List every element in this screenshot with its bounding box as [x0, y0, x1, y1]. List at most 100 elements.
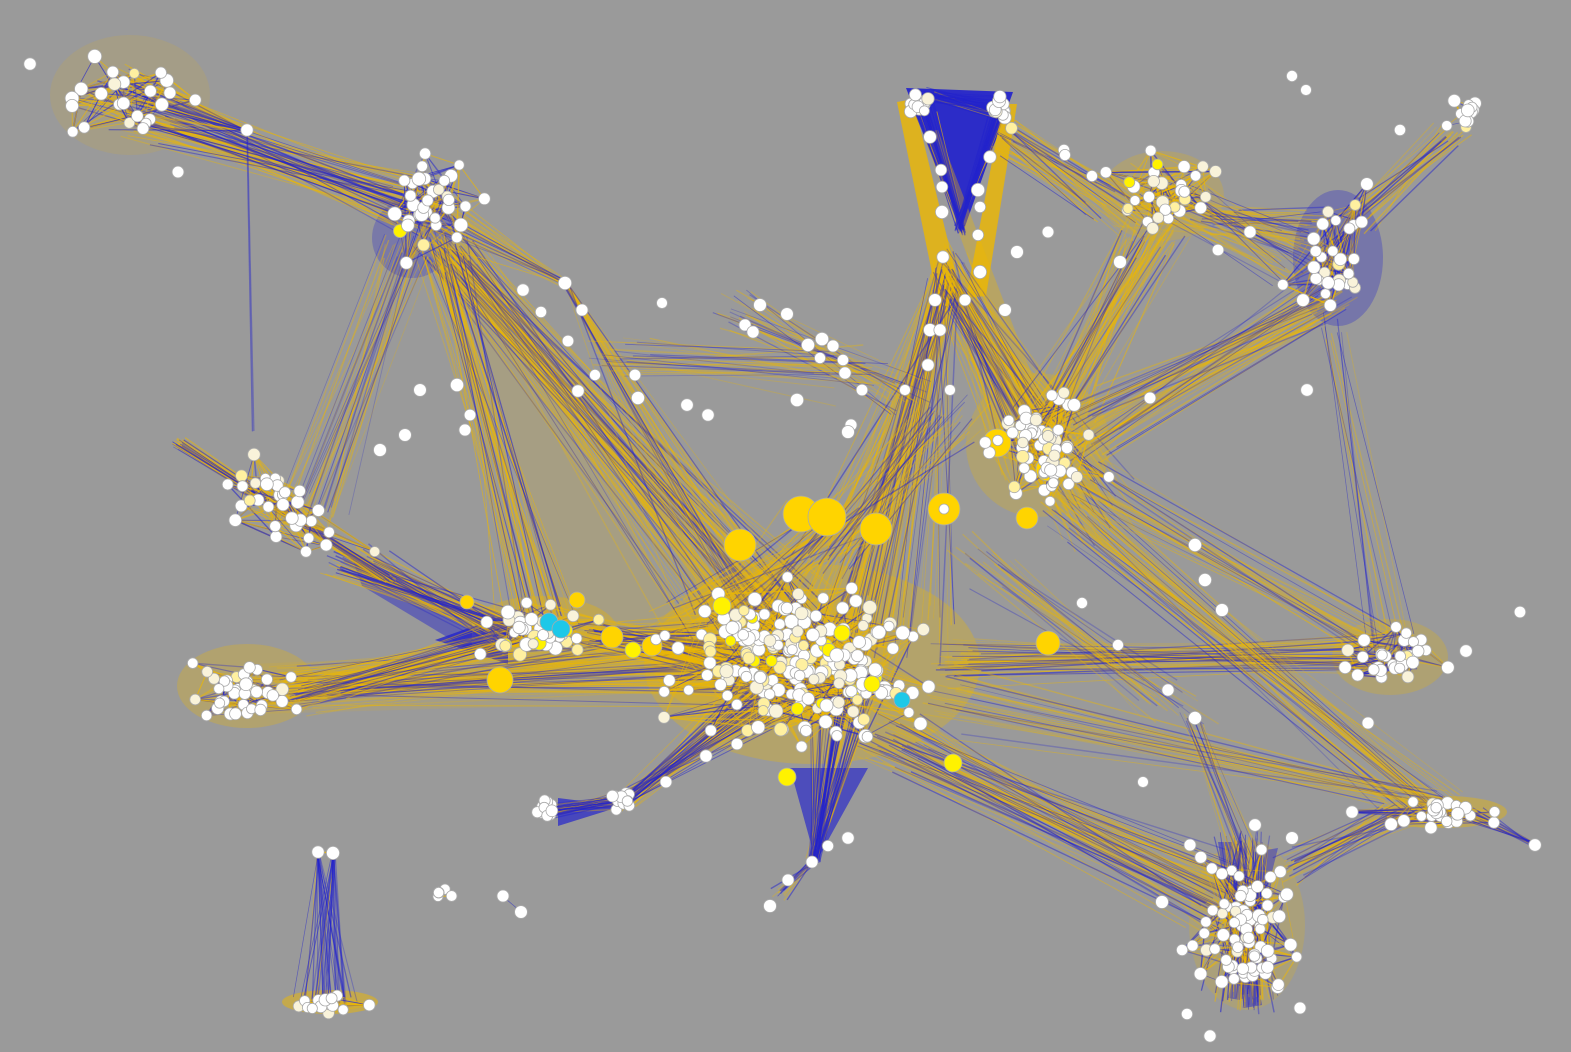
graph-edge [565, 284, 756, 613]
graph-edge [962, 533, 1149, 703]
hub-node-gold[interactable] [859, 512, 893, 546]
graph-edge [1081, 291, 1333, 428]
graph-edge [946, 662, 1385, 677]
graph-edge [945, 237, 1045, 434]
graph-edge [274, 525, 307, 553]
graph-edge [139, 89, 248, 132]
graph-edge [333, 257, 385, 500]
graph-edge [636, 341, 844, 357]
graph-edge [1076, 535, 1412, 807]
graph-edge [857, 296, 933, 621]
graph-edge [967, 650, 1397, 666]
graph-edge [937, 657, 1407, 666]
graph-edge [1321, 228, 1350, 258]
graph-edge [305, 684, 793, 710]
graph-edge [1199, 180, 1311, 258]
graph-edge [952, 639, 1375, 669]
graph-edge [942, 282, 1083, 451]
hub-node-gold[interactable] [486, 666, 514, 694]
graph-edge [1330, 333, 1408, 646]
hub-node-gold[interactable] [568, 591, 586, 609]
hub-node-gold[interactable] [1015, 506, 1039, 530]
graph-edge [450, 235, 736, 622]
graph-edge [565, 280, 719, 632]
graph-edge [1012, 126, 1141, 206]
graph-edge [274, 239, 414, 530]
graph-edge [1209, 230, 1308, 236]
graph-node[interactable] [123, 117, 136, 129]
graph-edge [549, 800, 622, 812]
graph-edge [275, 236, 410, 515]
graph-edge [1200, 204, 1307, 212]
graph-edge [955, 690, 1397, 811]
graph-edge [135, 86, 405, 237]
graph-edge [450, 247, 729, 618]
graph-edge [1063, 473, 1390, 648]
graph-edge [869, 292, 948, 648]
graph-edge [862, 744, 1245, 920]
graph-edge [332, 853, 347, 1007]
graph-edge [305, 624, 516, 696]
graph-edge [1352, 806, 1431, 813]
graph-edge [300, 264, 420, 529]
graph-edge [890, 289, 942, 628]
graph-edge [930, 645, 1377, 665]
graph-edge [343, 559, 486, 638]
graph-edge [939, 293, 1046, 427]
graph-edge [1066, 291, 1301, 446]
graph-edge [976, 654, 1369, 665]
hub-node-gold[interactable] [1035, 630, 1061, 656]
graph-edge [1349, 132, 1440, 226]
graph-edge [1042, 238, 1121, 407]
graph-edge [921, 729, 1245, 921]
graph-edge [910, 296, 957, 632]
graph-edge [412, 245, 765, 619]
graph-edge [1185, 720, 1243, 867]
graph-edge [1070, 300, 1326, 403]
hub-node-gold[interactable] [459, 594, 475, 610]
graph-edge [152, 124, 403, 226]
graph-edge [1208, 211, 1309, 235]
graph-edge [457, 227, 731, 642]
graph-edge [781, 280, 953, 641]
graph-edge [970, 654, 1425, 667]
graph-edge [935, 294, 941, 618]
graph-edge [933, 288, 954, 619]
graph-edge [1116, 320, 1327, 448]
graph-edge [966, 688, 1414, 802]
graph-edge [1008, 135, 1135, 223]
graph-edge [463, 249, 711, 650]
graph-edge [939, 655, 1386, 657]
graph-edge [564, 282, 774, 664]
graph-edge [940, 274, 1048, 421]
graph-edge [1083, 492, 1436, 809]
graph-edge [1048, 490, 1434, 809]
graph-edge [1077, 490, 1382, 644]
graph-edge [899, 755, 1212, 887]
hub-node-gold[interactable] [600, 625, 624, 649]
graph-edge [451, 240, 788, 627]
graph-edge [843, 283, 948, 636]
graph-edge [942, 282, 1086, 538]
graph-edge [1092, 322, 1327, 417]
graph-edge [1073, 298, 1332, 406]
graph-edge [1299, 817, 1377, 867]
graph-edge [460, 250, 754, 628]
graph-edge [998, 156, 1084, 198]
graph-edge [822, 414, 941, 575]
graph-edge [425, 255, 580, 625]
hub-node-gold[interactable] [807, 497, 847, 537]
graph-edge [1040, 238, 1165, 417]
graph-edge [1048, 476, 1463, 793]
graph-edge [1076, 487, 1430, 812]
graph-edge [669, 522, 854, 637]
graph-edge [241, 475, 307, 552]
graph-edge [892, 754, 1257, 884]
graph-edge [1195, 712, 1267, 869]
graph-edge [1191, 220, 1326, 223]
graph-edge [326, 245, 422, 526]
hub-node-gold[interactable] [723, 528, 757, 562]
graph-edge [1078, 495, 1435, 811]
